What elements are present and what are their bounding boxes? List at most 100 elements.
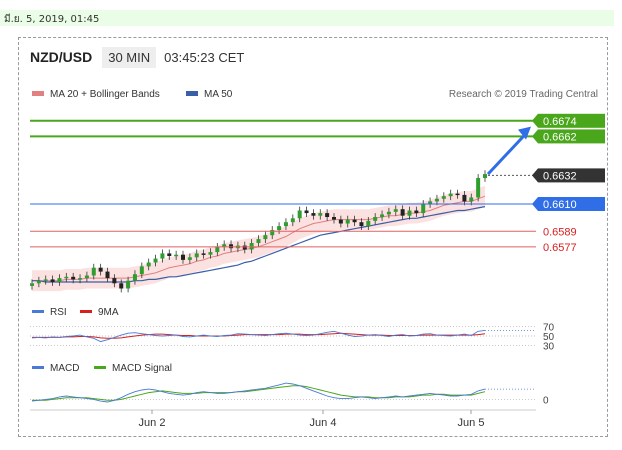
levels-layer: 0.6674 0.6662 0.6632 0.6610 0.6589 0.6577 xyxy=(30,113,605,254)
candle-body xyxy=(187,257,192,260)
x-tick-label: Jun 5 xyxy=(458,417,485,429)
candle-body xyxy=(441,196,446,199)
candle-body xyxy=(421,204,426,214)
candle-body xyxy=(297,210,302,219)
candle-body xyxy=(71,276,76,280)
candle-body xyxy=(174,254,179,257)
candle-body xyxy=(139,266,144,275)
rsi-tick-label: 30 xyxy=(543,341,555,352)
level-tag-0.6674 xyxy=(538,113,605,128)
candle-body xyxy=(160,253,165,259)
level-value-0.6589: 0.6589 xyxy=(543,226,577,238)
candle-body xyxy=(352,219,357,223)
level-tag-arrow xyxy=(532,168,538,183)
candle-body xyxy=(455,193,460,196)
candle-body xyxy=(483,174,487,178)
forecast-arrow-head xyxy=(518,126,531,140)
candle-body xyxy=(126,280,131,289)
candle-body xyxy=(84,275,89,279)
candle-body xyxy=(373,217,378,221)
time-label: 03:45:23 CET xyxy=(164,49,245,65)
candle-body xyxy=(380,214,385,217)
level-value-0.6674: 0.6674 xyxy=(543,116,577,128)
candle-body xyxy=(290,218,295,223)
candle-body xyxy=(462,194,467,202)
candle-body xyxy=(386,211,391,215)
x-tick-label: Jun 2 xyxy=(139,417,166,429)
candle-body xyxy=(338,219,343,224)
ma50-legend-swatch xyxy=(186,91,198,96)
candle-body xyxy=(98,267,103,272)
chart-header: NZD/USD 30 MIN 03:45:23 CET xyxy=(30,46,244,68)
rsi-line xyxy=(31,329,486,343)
candle-body xyxy=(57,278,62,282)
macd-signal-legend-swatch xyxy=(94,366,106,369)
candle-body xyxy=(366,220,371,227)
rsi-9ma-line xyxy=(32,332,486,339)
candle-body xyxy=(283,222,288,227)
candle-body xyxy=(50,279,55,282)
candle-body xyxy=(448,193,453,197)
candle-body xyxy=(400,209,405,216)
candle-body xyxy=(229,244,234,249)
datetime-bar: มี.ย. 5, 2019, 01:45 xyxy=(0,10,614,26)
candle-body xyxy=(256,239,261,243)
candle-body xyxy=(153,258,158,263)
candle-body xyxy=(318,213,323,216)
candle-body xyxy=(91,267,96,276)
candle-body xyxy=(393,209,398,212)
candle-body xyxy=(242,245,247,250)
rsi-ma-legend-swatch xyxy=(80,310,92,313)
candle-body xyxy=(181,254,185,260)
timeframe-badge[interactable]: 30 MIN xyxy=(102,46,157,68)
macd-line xyxy=(31,382,486,403)
symbol-label: NZD/USD xyxy=(30,49,93,65)
x-tick-label: Jun 4 xyxy=(310,417,337,429)
candle-body xyxy=(359,222,364,227)
candle-body xyxy=(428,201,433,204)
candle-body xyxy=(201,253,206,255)
candle-body xyxy=(345,219,350,224)
candle-body xyxy=(119,283,124,289)
candle-body xyxy=(30,283,34,286)
credit-label: Research © 2019 Trading Central xyxy=(449,89,598,100)
candle-body xyxy=(146,262,151,267)
candle-body xyxy=(64,276,69,279)
candle-body xyxy=(304,210,309,214)
level-tag-0.6632 xyxy=(538,168,605,183)
candle-body xyxy=(132,274,137,281)
candle-body xyxy=(407,210,412,216)
candle-body xyxy=(434,198,439,202)
ma20-legend-swatch xyxy=(32,91,44,96)
ma20-legend-label: MA 20 + Bollinger Bands xyxy=(50,89,160,100)
level-tag-0.6662 xyxy=(538,129,605,144)
candle-body xyxy=(36,280,41,284)
macd-tick-label: 0 xyxy=(543,395,549,406)
candle-body xyxy=(476,178,481,198)
macd-signal-line xyxy=(32,385,486,401)
macd-legend-swatch xyxy=(32,366,44,369)
level-value-0.6577: 0.6577 xyxy=(543,242,577,254)
ma50-legend-label: MA 50 xyxy=(204,89,233,100)
candle-body xyxy=(105,271,110,279)
level-value-0.6662: 0.6662 xyxy=(543,131,577,143)
candle-body xyxy=(112,278,117,284)
candle-body xyxy=(332,217,336,220)
candle-body xyxy=(263,235,268,240)
candle-body xyxy=(277,226,282,230)
forecast-arrow-line xyxy=(486,132,528,176)
rsi-tick-label: 50 xyxy=(543,332,555,343)
macd-signal-legend-label: MACD Signal xyxy=(112,363,172,374)
level-value-0.6610: 0.6610 xyxy=(543,199,577,211)
rsi-legend-swatch xyxy=(32,310,44,313)
macd-panel: 0 xyxy=(30,382,549,406)
level-tag-arrow xyxy=(532,113,538,128)
level-tag-0.6610 xyxy=(538,197,605,211)
candle-body xyxy=(469,197,474,202)
level-tag-arrow xyxy=(532,197,538,211)
candle-body xyxy=(43,279,48,281)
candle-body xyxy=(167,253,172,256)
datetime-text: มี.ย. 5, 2019, 01:45 xyxy=(4,14,100,25)
